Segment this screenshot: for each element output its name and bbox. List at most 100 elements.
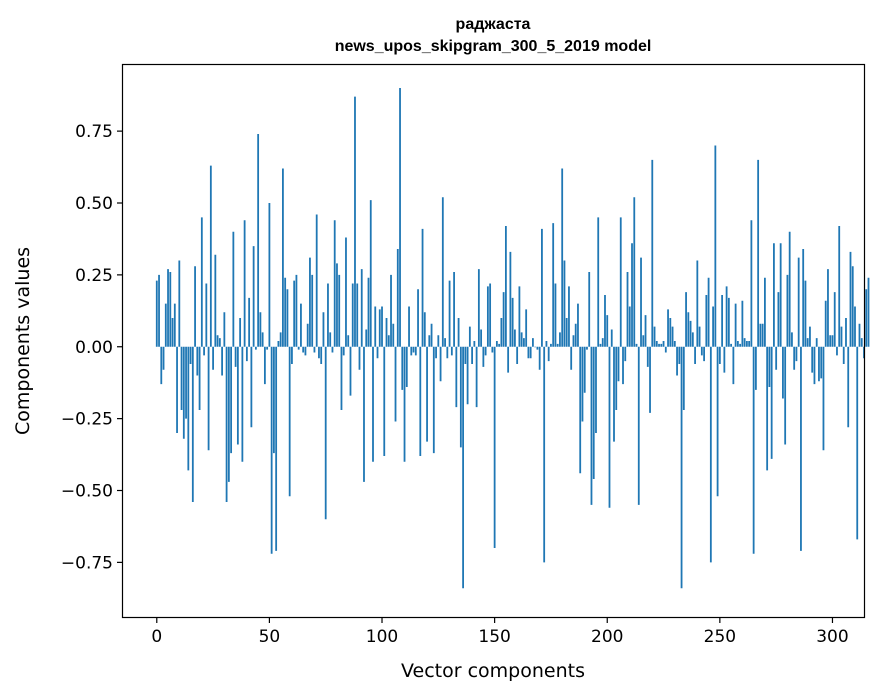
- bar-60: [291, 346, 293, 364]
- bar-151: [495, 341, 498, 347]
- bar-214: [637, 346, 640, 505]
- bar-250: [718, 346, 721, 364]
- bar-8: [173, 303, 176, 347]
- bar-289: [806, 338, 809, 347]
- bar-220: [651, 159, 654, 347]
- bar-264: [750, 220, 753, 347]
- bar-102: [385, 318, 388, 347]
- bar-33: [230, 346, 233, 454]
- bar-167: [532, 338, 534, 347]
- bar-292: [813, 346, 816, 385]
- x-tick-label-0: 0: [151, 627, 162, 647]
- bar-81: [338, 274, 341, 347]
- bar-238: [691, 332, 694, 347]
- bar-237: [689, 320, 692, 347]
- bar-201: [608, 346, 611, 508]
- bar-58: [286, 289, 289, 347]
- bar-176: [552, 223, 555, 347]
- bar-287: [802, 249, 805, 347]
- bar-293: [815, 338, 818, 347]
- bar-138: [466, 346, 469, 405]
- bar-300: [831, 335, 834, 347]
- x-tick-label-5: 250: [704, 627, 736, 647]
- bar-244: [705, 295, 708, 347]
- bar-183: [568, 286, 570, 347]
- bar-141: [473, 341, 476, 347]
- bar-278: [782, 346, 784, 399]
- bar-9: [176, 346, 178, 433]
- bar-53: [275, 346, 278, 551]
- bar-241: [698, 326, 701, 347]
- bar-130: [448, 280, 451, 347]
- bar-212: [633, 197, 636, 347]
- bar-173: [545, 341, 548, 347]
- bar-70: [313, 346, 316, 353]
- bar-281: [788, 231, 791, 347]
- bar-254: [727, 297, 730, 347]
- bar-131: [450, 346, 453, 356]
- bar-65: [302, 346, 305, 353]
- bar-34: [232, 231, 235, 347]
- bar-19: [198, 346, 201, 410]
- y-tick-label-5: 0.50: [75, 194, 113, 214]
- bar-197: [599, 343, 602, 347]
- bar-298: [827, 269, 829, 347]
- bar-258: [736, 341, 739, 347]
- bar-24: [209, 165, 212, 347]
- bar-243: [703, 346, 705, 362]
- bar-161: [518, 286, 521, 347]
- bar-186: [574, 323, 577, 347]
- bar-66: [304, 346, 307, 356]
- bar-174: [547, 346, 550, 362]
- x-tick-label-3: 150: [478, 627, 510, 647]
- bar-52: [273, 346, 275, 454]
- bar-259: [739, 343, 742, 347]
- bar-135: [459, 346, 462, 448]
- bar-68: [309, 257, 311, 347]
- x-axis-ticks: 0 50 100 150 200 250 300: [151, 617, 849, 647]
- bar-291: [811, 346, 814, 373]
- bar-78: [331, 346, 334, 353]
- plot-frame: [121, 63, 866, 619]
- bar-149: [491, 346, 494, 353]
- bar-204: [615, 346, 618, 410]
- bar-1: [158, 274, 160, 347]
- bar-85: [347, 335, 350, 347]
- bar-91: [360, 269, 363, 347]
- bar-288: [804, 280, 807, 347]
- bar-225: [662, 341, 665, 347]
- bar-304: [840, 326, 843, 347]
- bar-136: [462, 346, 464, 589]
- bar-188: [579, 346, 582, 474]
- bar-104: [390, 274, 392, 347]
- bar-232: [678, 346, 681, 364]
- bar-308: [849, 251, 852, 347]
- bar-251: [721, 295, 724, 347]
- chart-subtitle: news_upos_skipgram_300_5_2019 model: [335, 38, 652, 55]
- bar-152: [498, 343, 501, 347]
- bar-137: [464, 346, 467, 364]
- bar-125: [437, 335, 440, 347]
- bar-159: [514, 329, 516, 347]
- bar-0: [155, 280, 158, 347]
- bar-215: [640, 257, 642, 347]
- bar-22: [205, 283, 208, 347]
- bar-170: [538, 346, 541, 370]
- bar-74: [322, 312, 325, 347]
- bar-37: [239, 318, 242, 347]
- bar-192: [588, 272, 591, 347]
- bar-46: [259, 312, 262, 347]
- bar-35: [234, 346, 237, 367]
- bar-113: [410, 346, 413, 356]
- bar-185: [572, 335, 575, 347]
- bar-194: [592, 346, 595, 479]
- bar-218: [646, 346, 649, 367]
- bar-61: [293, 280, 296, 347]
- bar-105: [392, 323, 395, 347]
- bar-12: [182, 346, 185, 439]
- bar-100: [381, 306, 383, 347]
- bar-311: [856, 346, 859, 540]
- bar-219: [649, 346, 651, 413]
- bar-253: [725, 286, 728, 347]
- bar-282: [791, 332, 793, 347]
